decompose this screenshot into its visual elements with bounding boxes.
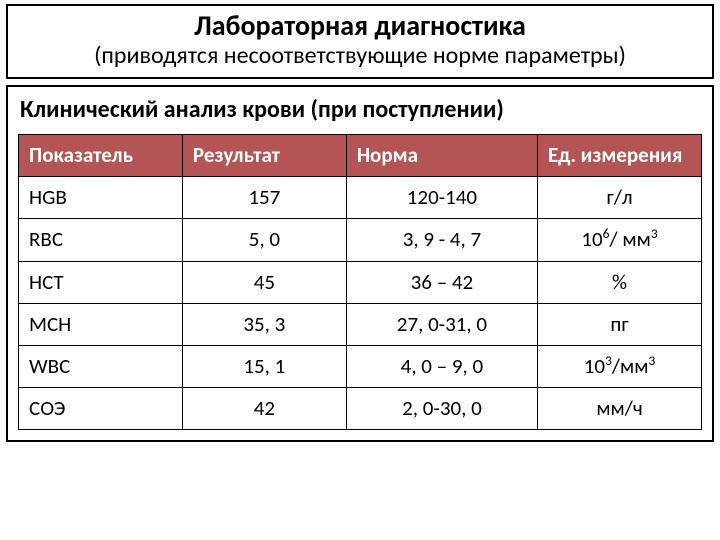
table-header-cell: Результат bbox=[182, 134, 346, 176]
cell-unit: 103/мм3 bbox=[538, 345, 702, 387]
cell-norm: 27, 0-31, 0 bbox=[346, 303, 537, 345]
table-header-row: ПоказательРезультатНормаЕд. измерения bbox=[19, 134, 702, 176]
cell-norm: 120-140 bbox=[346, 177, 537, 219]
cell-norm: 2, 0-30, 0 bbox=[346, 388, 537, 430]
cell-unit: 106/ мм3 bbox=[538, 219, 702, 261]
title-sub: (приводятся несоответствующие норме пара… bbox=[18, 42, 702, 71]
cell-label: HCT bbox=[19, 261, 183, 303]
cell-label: RBC bbox=[19, 219, 183, 261]
cell-norm: 4, 0 – 9, 0 bbox=[346, 345, 537, 387]
cell-norm: 3, 9 - 4, 7 bbox=[346, 219, 537, 261]
cell-result: 42 bbox=[182, 388, 346, 430]
cell-result: 157 bbox=[182, 177, 346, 219]
slide-frame: Лабораторная диагностика (приводятся нес… bbox=[0, 0, 720, 540]
table-header-cell: Норма bbox=[346, 134, 537, 176]
cell-norm: 36 – 42 bbox=[346, 261, 537, 303]
cell-unit: г/л bbox=[538, 177, 702, 219]
table-row: HGB157120-140г/л bbox=[19, 177, 702, 219]
table-header-cell: Ед. измерения bbox=[538, 134, 702, 176]
blood-table: ПоказательРезультатНормаЕд. измерения HG… bbox=[18, 134, 702, 430]
cell-result: 45 bbox=[182, 261, 346, 303]
cell-unit: мм/ч bbox=[538, 388, 702, 430]
table-row: СОЭ422, 0-30, 0мм/ч bbox=[19, 388, 702, 430]
table-head: ПоказательРезультатНормаЕд. измерения bbox=[19, 134, 702, 176]
cell-label: MCH bbox=[19, 303, 183, 345]
cell-result: 35, 3 bbox=[182, 303, 346, 345]
cell-result: 15, 1 bbox=[182, 345, 346, 387]
cell-unit: % bbox=[538, 261, 702, 303]
table-header-cell: Показатель bbox=[19, 134, 183, 176]
table-row: RBC5, 03, 9 - 4, 7106/ мм3 bbox=[19, 219, 702, 261]
table-row: HCT4536 – 42% bbox=[19, 261, 702, 303]
table-row: MCH35, 327, 0-31, 0пг bbox=[19, 303, 702, 345]
cell-label: WBC bbox=[19, 345, 183, 387]
cell-result: 5, 0 bbox=[182, 219, 346, 261]
cell-unit: пг bbox=[538, 303, 702, 345]
title-main: Лабораторная диагностика bbox=[18, 10, 702, 42]
title-box: Лабораторная диагностика (приводятся нес… bbox=[6, 4, 714, 79]
section-heading: Клинический анализ крови (при поступлени… bbox=[20, 95, 702, 124]
cell-label: СОЭ bbox=[19, 388, 183, 430]
table-row: WBC15, 14, 0 – 9, 0103/мм3 bbox=[19, 345, 702, 387]
cell-label: HGB bbox=[19, 177, 183, 219]
content-box: Клинический анализ крови (при поступлени… bbox=[6, 85, 714, 442]
table-body: HGB157120-140г/лRBC5, 03, 9 - 4, 7106/ м… bbox=[19, 177, 702, 430]
